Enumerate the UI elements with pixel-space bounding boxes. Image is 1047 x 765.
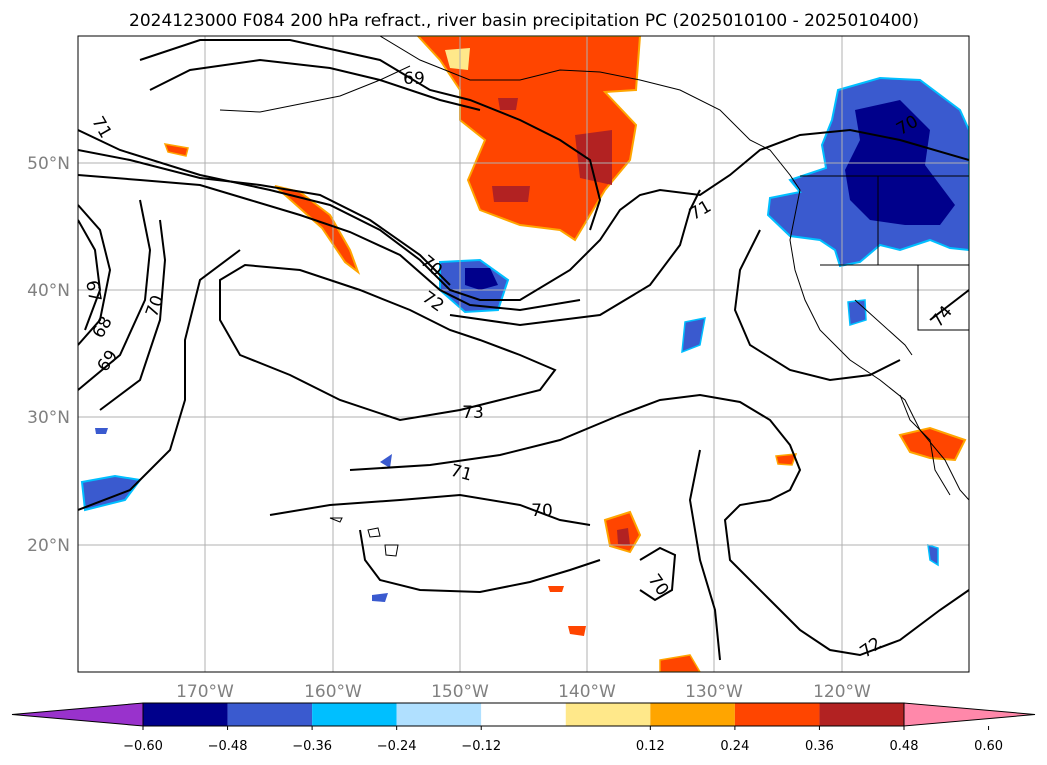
refractivity-contours [78,39,969,661]
lat-tick-label: 40°N [27,281,70,301]
colorbar-tick-label: 0.36 [805,739,834,754]
lat-tick-labels: 20°N 30°N 40°N 50°N [27,154,70,556]
colorbar-tick-label: −0.24 [377,739,417,754]
svg-text:69: 69 [403,69,425,89]
colorbar-tick-label: −0.12 [461,739,501,754]
colorbar-extend-high [903,702,1036,727]
precip-shading [80,36,969,672]
colorbar-segment [312,703,397,726]
svg-text:73: 73 [462,403,484,423]
map-title: 2024123000 F084 200 hPa refract., river … [129,11,919,31]
lat-tick-label: 30°N [27,408,70,428]
colorbar-segment [143,703,228,726]
map-panel: 69 71 71 67 68 69 70 70 72 73 71 70 70 7… [77,35,970,673]
colorbar-segment [650,703,735,726]
lat-tick-label: 20°N [27,536,70,556]
colorbar-tick-label: 0.60 [974,739,1003,754]
gridlines [78,36,969,672]
colorbar-segment [565,703,651,726]
colorbar-tick-label: −0.48 [208,739,248,754]
coastlines [219,36,969,557]
colorbar-segment [227,703,313,726]
colorbar-segment [734,703,820,726]
lon-tick-label: 130°W [685,682,743,702]
lon-tick-label: 160°W [304,682,362,702]
colorbar: −0.60 −0.48 −0.36 −0.24 −0.12 0.12 0.24 0.36 0.4… [11,702,1036,754]
colorbar-tick-label: 0.12 [636,739,665,754]
map-frame [77,35,970,673]
lon-tick-label: 170°W [176,682,234,702]
lon-tick-label: 120°W [813,682,871,702]
lon-tick-label: 150°W [431,682,489,702]
colorbar-extend-low [11,702,144,727]
lon-tick-label: 140°W [558,682,616,702]
colorbar-segment [819,703,904,726]
colorbar-outline [142,702,905,727]
colorbar-segment [481,703,566,726]
colorbar-tick-label: 0.24 [720,739,749,754]
colorbar-tick-label: −0.60 [123,739,163,754]
svg-text:67: 67 [81,279,104,304]
svg-text:70: 70 [531,501,553,521]
lon-tick-labels: 170°W 160°W 150°W 140°W 130°W 120°W [176,682,871,702]
colorbar-tick-label: −0.36 [292,739,332,754]
colorbar-tick-label: 0.48 [890,739,919,754]
lat-tick-label: 50°N [27,154,70,174]
colorbar-segment [396,703,482,726]
